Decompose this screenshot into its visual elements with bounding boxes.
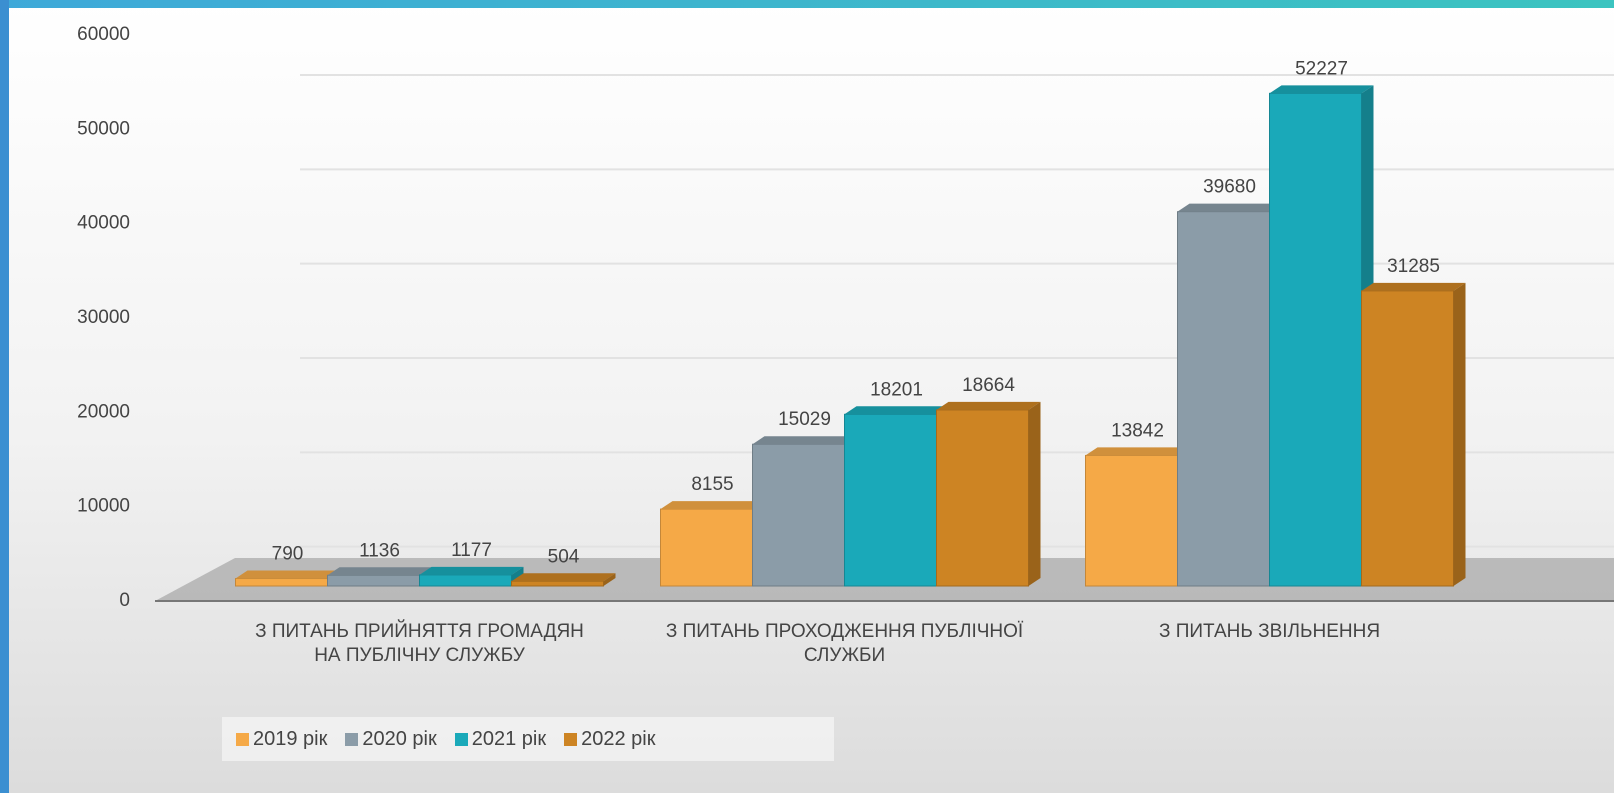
bar (1361, 290, 1454, 587)
bar (660, 508, 753, 587)
y-tick-label: 10000 (77, 496, 130, 517)
y-tick-label: 30000 (77, 307, 130, 328)
data-label: 1177 (451, 540, 492, 561)
top-border (0, 0, 1614, 8)
bar-top (752, 436, 857, 445)
bar-top (327, 567, 432, 576)
data-label: 790 (272, 544, 304, 565)
bar (511, 580, 604, 587)
bar-top (1085, 447, 1190, 456)
legend-swatch (564, 732, 578, 746)
legend: 2019 рік 2020 рік 2021 рік 2022 рік (222, 717, 834, 761)
data-label: 504 (548, 546, 580, 567)
data-label: 18201 (870, 379, 923, 400)
bar (936, 409, 1029, 587)
bar-top (511, 573, 616, 582)
data-label: 18664 (962, 375, 1015, 396)
bar (1085, 454, 1178, 587)
bar-top (1177, 203, 1282, 212)
legend-label: 2021 рік (471, 727, 547, 750)
bar-side (1453, 282, 1466, 586)
data-label: 52227 (1295, 58, 1348, 79)
bar-top (235, 570, 340, 579)
bar-top (419, 566, 524, 575)
x-tick-label: З ПИТАНЬ ПРИЙНЯТТЯ ГРОМАДЯН НА ПУБЛІЧНУ … (255, 621, 584, 666)
y-tick-label: 20000 (77, 401, 130, 422)
data-label: 8155 (691, 474, 733, 495)
legend-item: 2022 рік (564, 727, 656, 751)
bar (235, 578, 328, 587)
y-tick-label: 50000 (77, 118, 130, 139)
x-tick-label: З ПИТАНЬ ПРОХОДЖЕННЯ ПУБЛІЧНОЇ СЛУЖБИ (665, 621, 1024, 666)
legend-label: 2019 рік (253, 727, 328, 750)
bar-top (1269, 85, 1374, 94)
bar (752, 443, 845, 587)
data-label: 13842 (1111, 420, 1164, 441)
legend-swatch (236, 732, 249, 746)
bar (1269, 92, 1362, 587)
legend-item: 2020 рік (345, 727, 437, 751)
bar-top (660, 501, 765, 510)
legend-item: 2019 рік (236, 728, 327, 751)
legend-label: 2022 рік (581, 727, 656, 750)
bar-top (844, 406, 949, 415)
bar (844, 413, 937, 587)
data-label: 31285 (1387, 256, 1440, 277)
bar-side (1028, 401, 1041, 586)
x-tick-label: З ПИТАНЬ ЗВІЛЬНЕННЯ (1158, 621, 1381, 642)
y-tick-label: 60000 (77, 24, 130, 45)
legend-label: 2020 рік (362, 727, 437, 750)
left-border (0, 0, 9, 793)
bar (1177, 211, 1270, 587)
data-label: 1136 (359, 540, 400, 561)
bar-side (603, 573, 616, 586)
legend-swatch (454, 732, 468, 746)
y-tick-label: 40000 (77, 213, 130, 234)
bar (419, 574, 512, 587)
bar-top (1361, 282, 1466, 291)
legend-swatch (345, 732, 359, 746)
data-label: 39680 (1203, 177, 1256, 198)
y-tick-label: 0 (119, 590, 130, 611)
bar (327, 574, 420, 587)
bar-top (936, 401, 1041, 410)
legend-item: 2021 рік (454, 727, 547, 751)
data-label: 15029 (778, 409, 831, 430)
